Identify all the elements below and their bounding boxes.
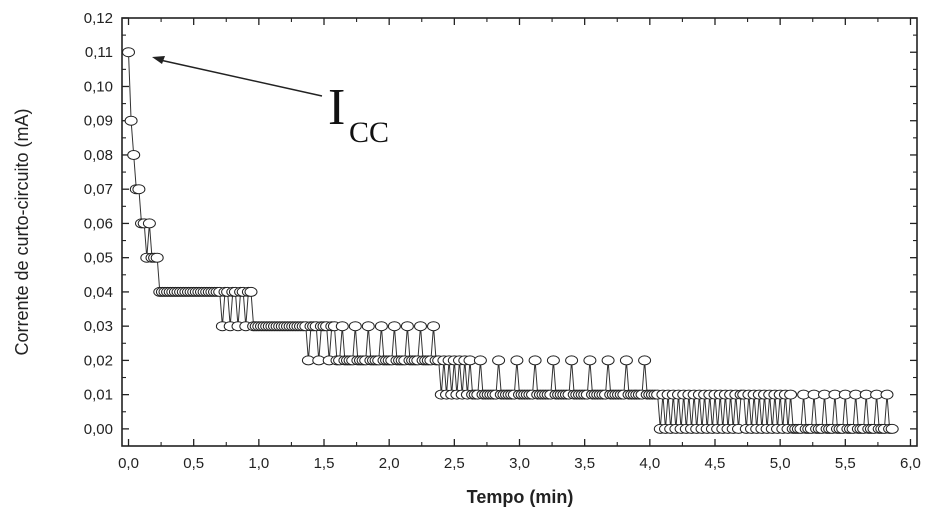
annotation-arrow [159,59,323,97]
x-axis-title: Tempo (min) [467,487,574,507]
y-axis-title: Corrente de curto-circuito (mA) [12,108,32,355]
y-tick-label: 0,03 [84,318,113,335]
x-tick-label: 6,0 [900,455,921,472]
x-tick-label: 3,5 [574,455,595,472]
data-point [127,150,141,160]
data-point [510,355,524,366]
data-point [348,321,362,332]
data-point [473,355,487,366]
y-tick-label: 0,11 [85,44,113,61]
data-point [619,355,633,366]
data-point [565,355,579,366]
y-tick-label: 0,06 [84,215,113,232]
x-tick-label: 2,0 [379,455,400,472]
x-tick-label: 4,0 [639,455,660,472]
series-line [128,52,893,430]
y-tick-label: 0,09 [84,113,113,130]
series-points [122,47,899,434]
y-tick-label: 0,10 [84,78,113,95]
annotation-icc-main: I [328,79,345,136]
y-axis: 0,00 0,01 0,02 0,03 0,04 0,05 0,06 0,07 0,08 0,09… [84,10,917,438]
plot-frame [121,17,918,447]
x-tick-label: 1,0 [248,455,269,472]
data-point [400,321,414,332]
annotation-icc-sub: CC [349,116,389,149]
data-point [150,252,164,263]
y-tick-label: 0,07 [84,181,113,198]
x-tick-label: 0,5 [183,455,204,472]
data-point [414,321,427,332]
y-tick-label: 0,04 [84,284,113,301]
x-tick-label: 4,5 [705,455,726,472]
annotation-arrowhead [152,56,165,64]
x-tick-label: 0,0 [118,455,139,472]
data-point [638,355,652,366]
y-tick-label: 0,05 [84,250,113,267]
data-point [528,355,542,366]
data-point [583,355,597,366]
data-point [601,355,615,366]
data-point [361,321,375,332]
data-point [784,389,798,400]
y-tick-label: 0,01 [84,387,113,404]
y-tick-label: 0,08 [84,147,113,164]
x-tick-label: 5,0 [770,455,791,472]
x-tick-label: 1,5 [314,455,335,472]
data-point [124,115,138,126]
data-point [122,47,135,58]
data-point [132,184,146,195]
y-tick-label: 0,00 [84,421,113,438]
x-axis: 0,0 0,5 1,0 1,5 2,0 2,5 3,0 3,5 4,0 4,5 5,0 5,5 6,0 [118,18,921,472]
data-point [492,355,506,366]
data-point [885,423,899,434]
x-tick-label: 2,5 [444,455,465,472]
data-point [427,321,440,332]
y-tick-label: 0,02 [84,352,113,369]
data-point [880,389,894,400]
x-tick-label: 5,5 [835,455,856,472]
data-point [374,321,388,332]
x-tick-label: 3,0 [509,455,530,472]
y-tick-label: 0,12 [84,10,113,27]
data-point [244,286,258,297]
data-point [142,218,156,229]
data-point [546,355,560,366]
data-point [335,321,349,332]
data-point [387,321,401,332]
